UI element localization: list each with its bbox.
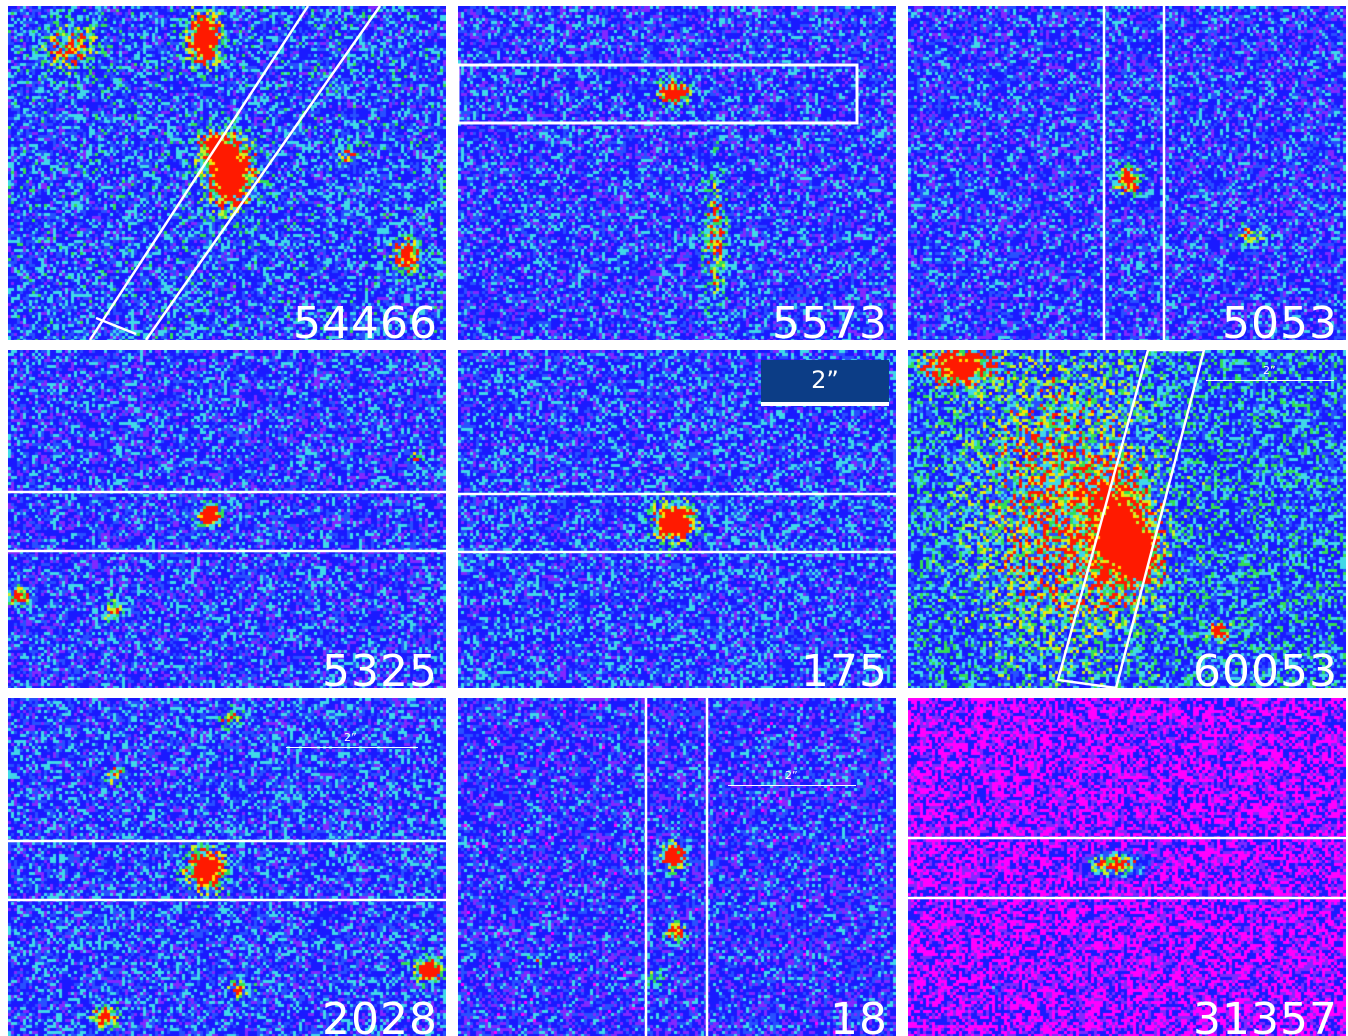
panel-175: 2” 175: [458, 350, 896, 688]
slit-outline: [8, 839, 446, 902]
slit-outline: [644, 698, 709, 1036]
scale-bar: [1206, 380, 1334, 381]
panel-image: [8, 698, 446, 1036]
object-id-label: 31357: [1193, 994, 1338, 1036]
slit-outline: [8, 490, 446, 553]
panel-image: [8, 6, 446, 340]
panel-2028: 2” 2028: [8, 698, 446, 1036]
slit-outline: [458, 63, 859, 125]
scale-bar: [728, 785, 856, 786]
panel-image: [458, 698, 896, 1036]
panel-5325: 5325: [8, 350, 446, 688]
panel-18: 2” 18: [458, 698, 896, 1036]
scale-bar-label: 2”: [344, 731, 357, 744]
object-id-label: 5325: [322, 646, 438, 689]
object-id-label: 5573: [772, 298, 888, 341]
panel-image: [458, 6, 896, 340]
panel-image: [908, 350, 1346, 688]
panel-image: [908, 6, 1346, 340]
panel-54466: 54466: [8, 6, 446, 340]
slit-outline: [458, 492, 896, 554]
slit-outline: [88, 6, 382, 340]
scale-bar-label: 2”: [761, 360, 889, 404]
panel-image: [908, 698, 1346, 1036]
object-id-label: 5053: [1222, 298, 1338, 341]
object-id-label: 54466: [293, 298, 438, 341]
panel-5053: 5053: [908, 6, 1346, 340]
slit-outline: [1102, 6, 1166, 340]
scale-bar-label: 2”: [785, 769, 798, 782]
object-id-label: 2028: [322, 994, 438, 1036]
panel-5573: 5573: [458, 6, 896, 340]
object-id-label: 60053: [1193, 646, 1338, 689]
object-id-label: 175: [801, 646, 888, 689]
panel-31357: 31357: [908, 698, 1346, 1036]
object-id-label: 18: [830, 994, 888, 1036]
scale-bar: [761, 402, 889, 406]
scale-bar: [286, 747, 418, 748]
slit-outline: [1056, 350, 1206, 688]
panel-60053: 2” 60053: [908, 350, 1346, 688]
panel-image: [458, 350, 896, 688]
scale-bar-label: 2”: [1263, 364, 1276, 377]
panel-image: [8, 350, 446, 688]
slit-outline: [908, 836, 1346, 900]
